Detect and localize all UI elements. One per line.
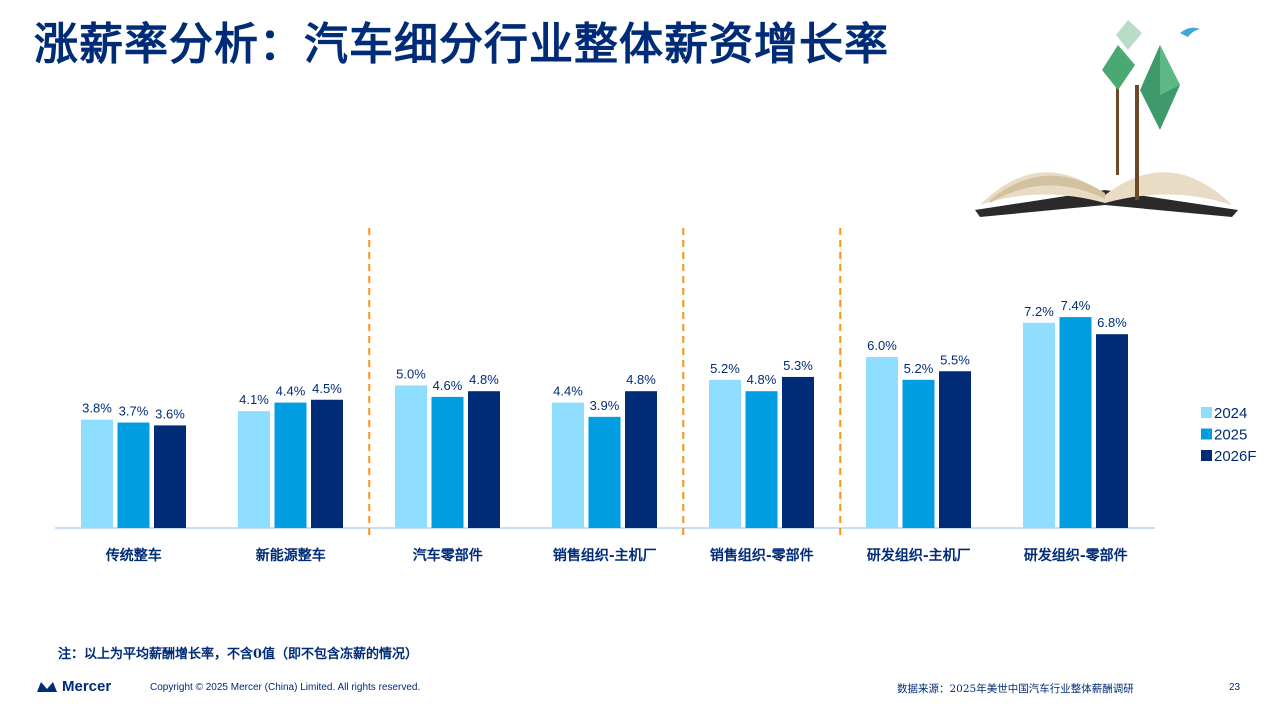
bar-2026F: [625, 391, 657, 528]
data-source: 数据来源：2025年美世中国汽车行业整体薪酬调研: [897, 683, 1134, 695]
bar-2024: [81, 419, 113, 528]
bar-2026F: [154, 425, 186, 528]
data-label: 4.8%: [469, 372, 499, 387]
legend-swatch: [1201, 407, 1212, 418]
legend-label: 2024: [1214, 405, 1247, 422]
data-label: 3.8%: [82, 401, 112, 416]
bar-2025: [745, 391, 778, 528]
bar-2024: [552, 402, 584, 528]
page-number: 23: [1229, 682, 1241, 693]
bar-2026F: [782, 376, 814, 528]
data-label: 4.4%: [553, 384, 583, 399]
bar-2026F: [939, 371, 971, 528]
data-label: 7.2%: [1024, 304, 1054, 319]
bar-2025: [117, 422, 150, 528]
category-label: 汽车零部件: [413, 547, 483, 564]
bar-2026F: [311, 399, 343, 528]
legend-label: 2025: [1214, 427, 1247, 444]
data-label: 6.0%: [867, 338, 897, 353]
legend-swatch: [1201, 450, 1212, 461]
data-label: 5.2%: [710, 361, 740, 376]
data-label: 3.7%: [119, 404, 149, 419]
data-label: 4.8%: [747, 372, 777, 387]
data-label: 3.9%: [590, 398, 620, 413]
copyright: Copyright © 2025 Mercer (China) Limited.…: [150, 682, 421, 693]
data-label: 5.0%: [396, 367, 426, 382]
category-label: 新能源整车: [256, 547, 326, 564]
bar-2025: [431, 396, 464, 528]
category-label: 销售组织-主机厂: [553, 547, 657, 564]
footnote: 注：以上为平均薪酬增长率，不含0值（即不包含冻薪的情况）: [58, 647, 419, 662]
bar-2025: [274, 402, 307, 528]
category-label: 研发组织-零部件: [1024, 547, 1128, 564]
data-label: 4.6%: [433, 378, 463, 393]
bar-2024: [395, 385, 427, 528]
category-label: 研发组织-主机厂: [867, 547, 971, 564]
bar-2024: [709, 379, 741, 528]
data-label: 4.1%: [239, 392, 269, 407]
bar-chart: 3.8% 3.7% 3.6% 传统整车 4.1% 4.4% 4.5% 新能源整车 5.0% 4.6…: [55, 228, 1257, 564]
data-label: 4.4%: [276, 384, 306, 399]
bar-2026F: [468, 391, 500, 528]
legend-label: 2026F: [1214, 448, 1257, 465]
data-label: 4.8%: [626, 372, 656, 387]
bar-2024: [1023, 322, 1055, 528]
data-label: 6.8%: [1097, 315, 1127, 330]
legend-swatch: [1201, 428, 1212, 440]
category-label: 传统整车: [105, 547, 162, 564]
bar-2024: [238, 411, 270, 528]
bar-2026F: [1096, 334, 1128, 528]
category-label: 销售组织-零部件: [710, 547, 814, 564]
mercer-logo-icon: [37, 681, 57, 692]
logo-text: Mercer: [62, 678, 112, 695]
bar-2025: [1059, 317, 1092, 528]
bar-2024: [866, 357, 898, 528]
bar-2025: [588, 416, 621, 528]
data-label: 4.5%: [312, 381, 342, 396]
mercer-logo: Mercer: [36, 678, 111, 695]
data-label: 7.4%: [1061, 298, 1091, 313]
page-title: 涨薪率分析：汽车细分行业整体薪资增长率: [34, 19, 889, 70]
data-label: 5.2%: [904, 361, 934, 376]
data-label: 5.3%: [783, 358, 813, 373]
book-tree-illustration: [975, 20, 1238, 217]
data-label: 5.5%: [940, 352, 970, 367]
data-label: 3.6%: [155, 406, 185, 421]
bar-2025: [902, 379, 935, 528]
